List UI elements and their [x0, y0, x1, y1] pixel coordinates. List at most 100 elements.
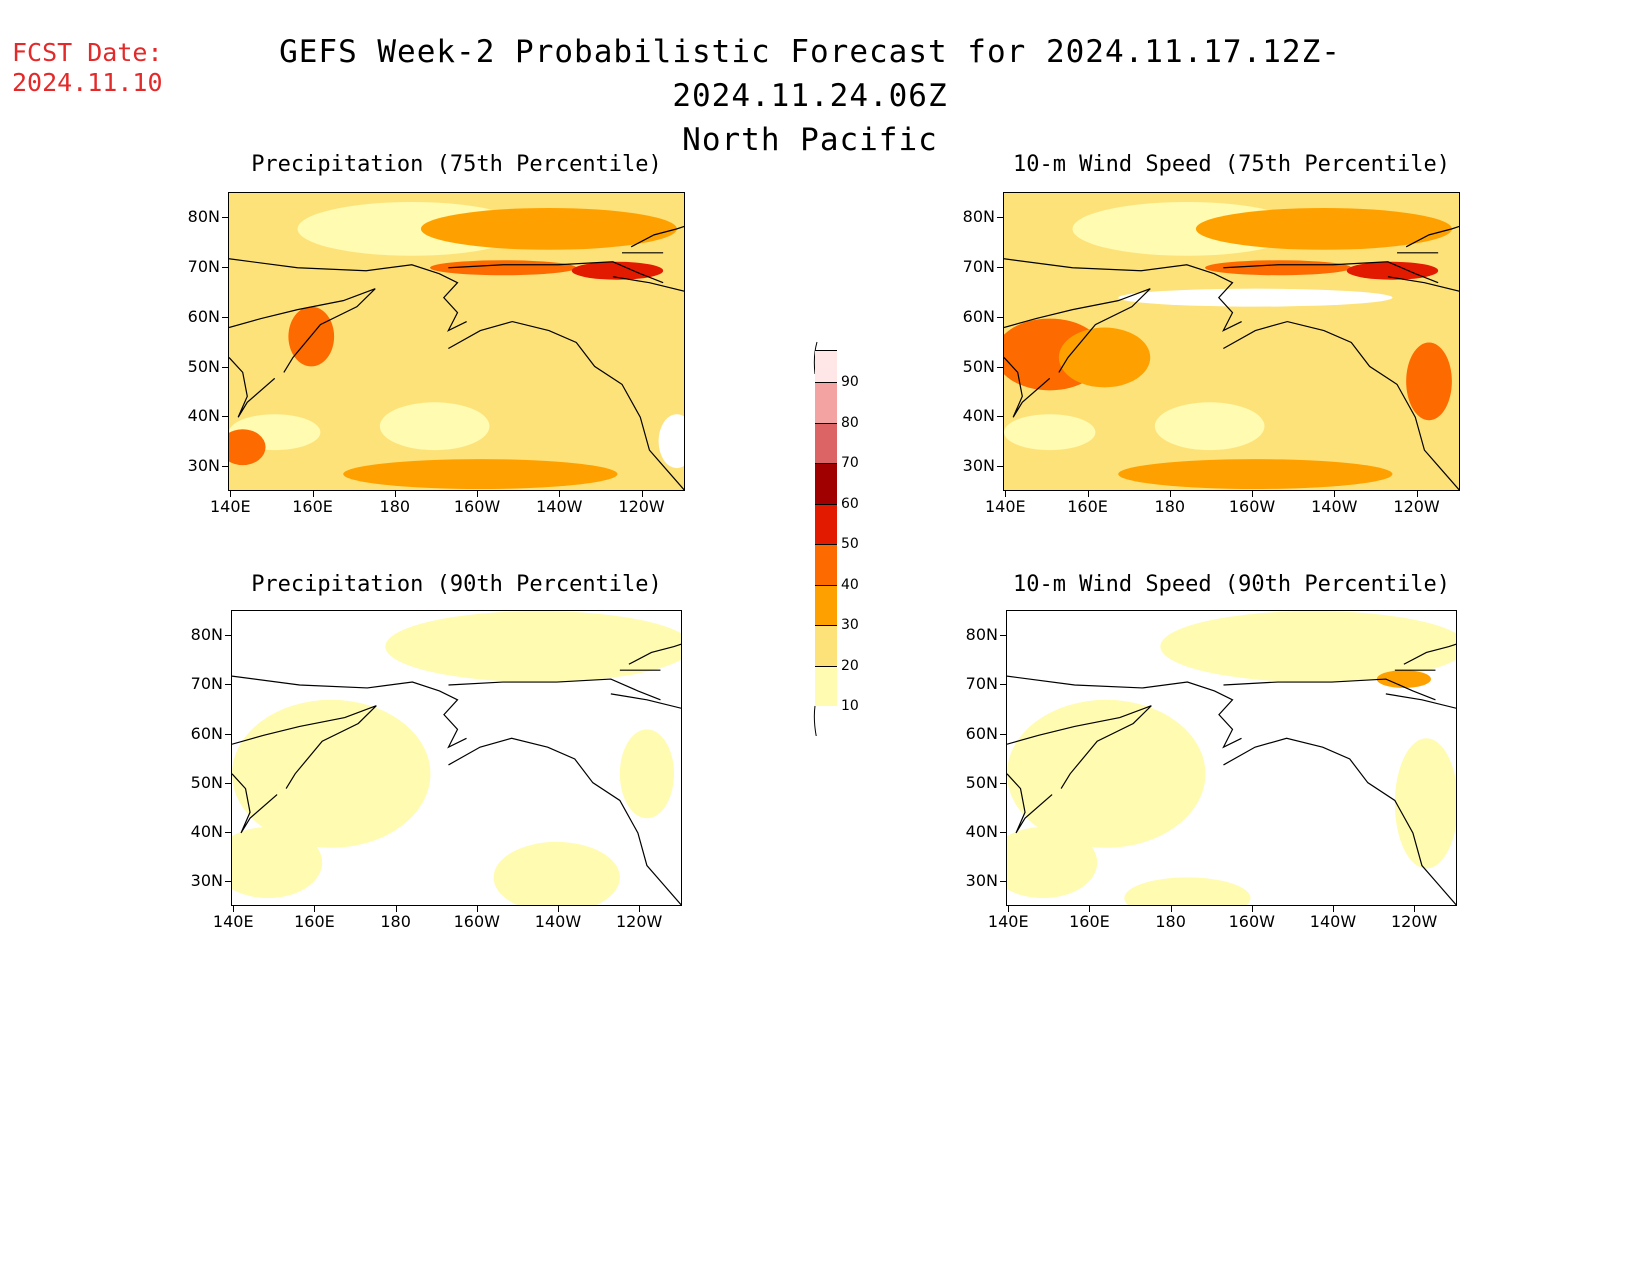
lon-tick	[394, 491, 396, 497]
lon-tick	[476, 906, 478, 912]
lat-tick	[1000, 635, 1006, 637]
lat-tick	[222, 466, 228, 468]
coastline	[610, 643, 681, 709]
lon-tick	[641, 491, 643, 497]
colorbar-label: 10	[841, 698, 859, 714]
lon-tick	[312, 491, 314, 497]
contour-fill	[1007, 827, 1098, 899]
lat-tick-label: 60N	[962, 306, 995, 326]
lat-tick-label: 50N	[962, 356, 995, 376]
lon-tick	[1332, 906, 1334, 912]
lat-tick-label: 60N	[190, 723, 223, 743]
contour-fill	[1205, 260, 1352, 276]
lat-tick	[225, 635, 231, 637]
contour-fill	[379, 402, 490, 451]
lon-tick-label: 140W	[1311, 497, 1358, 516]
lon-tick-label: 120W	[1393, 497, 1440, 516]
contour-fill	[420, 207, 677, 250]
lon-tick	[477, 491, 479, 497]
lon-tick-label: 140W	[534, 912, 582, 931]
lon-tick-label: 160W	[453, 912, 500, 931]
lat-tick	[222, 366, 228, 368]
lat-tick-label: 80N	[962, 207, 995, 227]
lat-tick	[1000, 684, 1006, 685]
lat-tick-label: 70N	[962, 256, 995, 276]
colorbar-swatch	[815, 625, 837, 666]
panel-title: 10-m Wind Speed (75th Percentile)	[1012, 152, 1451, 177]
lon-tick	[1414, 906, 1416, 912]
contour-fill	[658, 414, 684, 469]
lat-tick-label: 60N	[187, 306, 220, 326]
lat-tick	[222, 416, 228, 418]
contour-fill	[343, 459, 618, 490]
lon-tick-label: 140E	[987, 912, 1029, 931]
lon-tick-label: 160W	[453, 497, 501, 516]
lat-tick-label: 50N	[190, 773, 223, 793]
colorbar-swatch	[815, 544, 837, 585]
lon-tick-label: 180	[1154, 497, 1186, 516]
lon-tick	[395, 906, 397, 912]
contour-fill	[1346, 261, 1439, 280]
contour-fill	[385, 611, 681, 683]
lat-tick-label: 40N	[190, 822, 223, 841]
panel-title: Precipitation (75th Percentile)	[251, 152, 662, 177]
lat-tick-label: 40N	[962, 406, 995, 426]
lon-tick-label: 140W	[1309, 912, 1357, 931]
lat-tick	[997, 266, 1003, 268]
lat-tick	[225, 832, 231, 833]
lon-tick-label: 140E	[984, 497, 1026, 516]
lat-tick	[997, 217, 1003, 219]
colorbar-label: 90	[841, 374, 859, 390]
coastline	[1385, 643, 1456, 709]
lat-tick-label: 60N	[965, 723, 998, 743]
lat-tick-label: 80N	[190, 625, 223, 645]
colorbar-label: 30	[841, 617, 859, 633]
contour-fill	[288, 306, 335, 367]
contour-fill	[1394, 738, 1456, 869]
map-panel	[1006, 610, 1457, 906]
lat-tick	[225, 684, 231, 685]
coastline	[1223, 678, 1436, 701]
coastline	[229, 288, 376, 373]
lon-tick-label: 120W	[618, 497, 665, 516]
lat-tick-label: 30N	[962, 456, 995, 476]
coastline	[448, 737, 681, 905]
coastline	[1007, 705, 1152, 789]
contour-fill	[1118, 288, 1393, 307]
fcst-date-label: FCST Date:	[12, 38, 163, 67]
contour-fill	[1124, 877, 1251, 905]
lon-tick-label: 140W	[536, 497, 583, 516]
map-panel	[228, 192, 685, 491]
lon-tick-label: 160W	[1228, 497, 1276, 516]
lon-tick	[233, 906, 235, 912]
lat-tick-label: 50N	[187, 356, 220, 376]
contour-fill	[1007, 699, 1206, 848]
lon-tick	[1251, 906, 1253, 912]
colorbar-swatch	[815, 584, 837, 625]
contour-fill	[229, 429, 266, 466]
coastline	[1004, 357, 1051, 418]
lat-tick	[997, 466, 1003, 468]
lon-tick	[230, 491, 232, 497]
lat-tick-label: 70N	[187, 256, 220, 276]
colorbar-outline	[813, 341, 818, 736]
contour-fill	[1154, 402, 1265, 451]
lon-tick-label: 160E	[1067, 497, 1108, 516]
lon-tick	[1087, 491, 1089, 497]
contour-fill	[1376, 670, 1431, 688]
lat-tick	[225, 733, 231, 735]
panel-title: 10-m Wind Speed (90th Percentile)	[1012, 572, 1451, 597]
lon-tick-label: 180	[1155, 912, 1186, 931]
colorbar-label: 60	[841, 495, 859, 512]
contour-fill	[1195, 207, 1452, 250]
coastline	[232, 705, 377, 789]
lon-tick	[1334, 491, 1336, 497]
colorbar-swatch	[815, 422, 837, 463]
lat-tick	[222, 316, 228, 318]
lon-tick	[557, 906, 559, 912]
coastline	[232, 675, 467, 749]
lon-tick	[1416, 491, 1418, 497]
lon-tick-label: 160E	[294, 912, 335, 931]
lat-tick	[1000, 832, 1006, 833]
coastline	[1007, 675, 1242, 749]
